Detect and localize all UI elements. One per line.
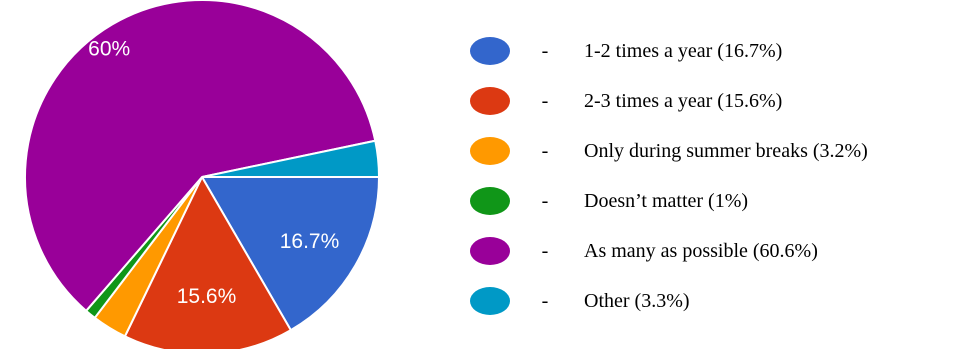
legend-item-5: - Other (3.3%) bbox=[470, 276, 868, 326]
pie-slice-5 bbox=[201, 139, 381, 178]
legend-label-3: Doesn’t matter (1%) bbox=[584, 189, 749, 212]
slice-data-label-4: 60% bbox=[88, 38, 130, 61]
slice-data-label-1: 15.6% bbox=[177, 285, 237, 308]
legend-swatch-0 bbox=[470, 37, 510, 65]
legend-label-0: 1-2 times a year (16.7%) bbox=[584, 39, 783, 62]
legend-label-4: As many as possible (60.6%) bbox=[584, 239, 818, 262]
legend-separator: - bbox=[541, 89, 549, 112]
legend-item-0: - 1-2 times a year (16.7%) bbox=[470, 26, 868, 76]
legend-label-2: Only during summer breaks (3.2%) bbox=[584, 139, 868, 162]
legend-separator: - bbox=[541, 189, 549, 212]
legend-item-2: - Only during summer breaks (3.2%) bbox=[470, 126, 868, 176]
pie-slice-1 bbox=[123, 174, 293, 349]
pie-slice-4 bbox=[24, 0, 377, 313]
legend-swatch-1 bbox=[470, 87, 510, 115]
legend-swatch-2 bbox=[470, 137, 510, 165]
legend-label-5: Other (3.3%) bbox=[584, 289, 690, 312]
legend-item-1: - 2-3 times a year (15.6%) bbox=[470, 76, 868, 126]
legend-swatch-4 bbox=[470, 237, 510, 265]
legend-separator: - bbox=[541, 39, 549, 62]
legend-item-3: - Doesn’t matter (1%) bbox=[470, 176, 868, 226]
pie-slice-0 bbox=[200, 176, 381, 332]
legend-swatch-3 bbox=[470, 187, 510, 215]
pie-chart: 16.7% 15.6% 60% bbox=[24, 0, 381, 349]
legend: - 1-2 times a year (16.7%) - 2-3 times a ye… bbox=[470, 26, 868, 326]
legend-label-1: 2-3 times a year (15.6%) bbox=[584, 89, 783, 112]
legend-separator: - bbox=[541, 289, 549, 312]
slice-data-label-0: 16.7% bbox=[280, 230, 340, 253]
legend-swatch-5 bbox=[470, 287, 510, 315]
legend-separator: - bbox=[541, 139, 549, 162]
legend-item-4: - As many as possible (60.6%) bbox=[470, 226, 868, 276]
legend-separator: - bbox=[541, 239, 549, 262]
